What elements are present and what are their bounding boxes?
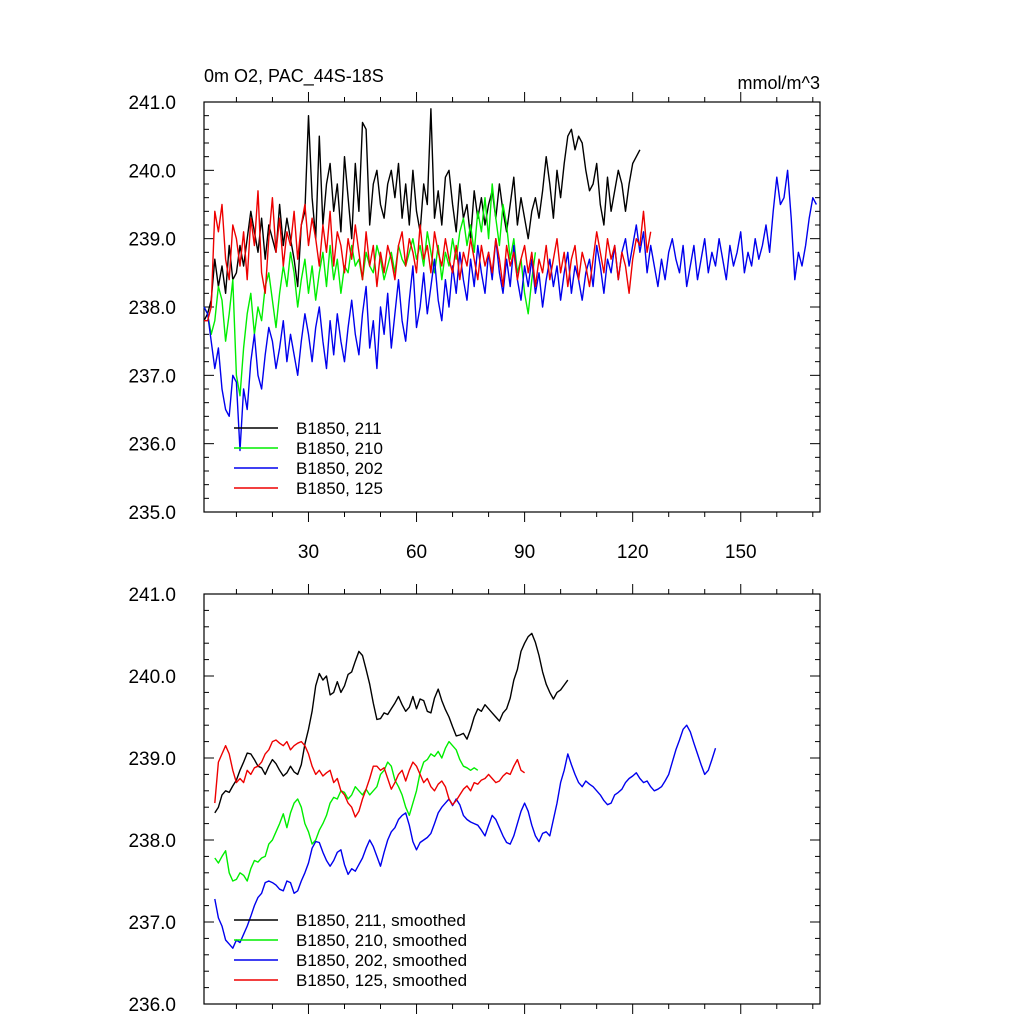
legend-label: B1850, 125, smoothed: [296, 971, 467, 990]
y-tick-label: 238.0: [128, 298, 176, 319]
y-tick-label: 237.0: [128, 366, 176, 387]
x-tick-label: 120: [617, 542, 649, 563]
legend-label: B1850, 202, smoothed: [296, 951, 467, 970]
y-tick-label: 235.0: [128, 503, 176, 524]
legend-label: B1850, 210: [296, 439, 383, 458]
y-tick-label: 236.0: [128, 435, 176, 456]
x-tick-label: 60: [406, 542, 427, 563]
legend-label: B1850, 202: [296, 459, 383, 478]
plot-frame: [203, 593, 821, 1005]
legend-label: B1850, 125: [296, 479, 383, 498]
y-tick-label: 240.0: [128, 161, 176, 182]
series-line-b1850-202: [203, 169, 818, 452]
y-tick-label: 237.0: [128, 913, 176, 934]
y-tick-label: 240.0: [128, 667, 176, 688]
chart-title: 0m O2, PAC_44S-18S: [204, 66, 384, 87]
series-line-b1850-211-smoothed: [214, 632, 569, 814]
y-tick-label: 239.0: [128, 749, 176, 770]
legend-label: B1850, 211, smoothed: [296, 911, 466, 930]
y-tick-label: 241.0: [128, 585, 176, 606]
x-tick-label: 90: [514, 542, 535, 563]
y-tick-label: 236.0: [128, 995, 176, 1016]
bottom-panel-smoothed: 236.0 237.0 238.0 239.0 240.0 241.0 B1850, 211…: [128, 584, 821, 1016]
top-panel-raw: 235.0 236.0 237.0 238.0 239.0 240.0 241.0 30 60 9…: [128, 92, 821, 563]
y-tick-label: 238.0: [128, 831, 176, 852]
y-tick-label: 239.0: [128, 230, 176, 251]
series-line-b1850-202-smoothed: [214, 724, 717, 949]
series-line-b1850-125: [204, 190, 652, 322]
legend-label: B1850, 211: [296, 419, 382, 438]
x-tick-label: 30: [298, 542, 319, 563]
y-tick-label: 241.0: [128, 93, 176, 114]
legend-label: B1850, 210, smoothed: [296, 931, 467, 950]
x-tick-label: 150: [725, 542, 757, 563]
series-line-b1850-125-smoothed: [214, 739, 525, 818]
series-line-b1850-210-smoothed: [214, 740, 479, 882]
units-label: mmol/m^3: [738, 73, 820, 93]
